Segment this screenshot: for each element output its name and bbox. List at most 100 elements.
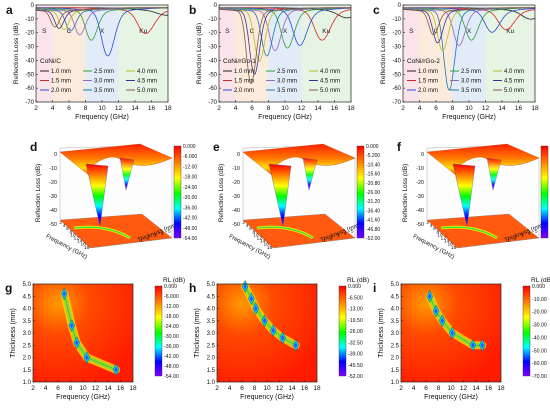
legend-label: 3.5 mm (461, 88, 481, 94)
y-tick-label: 4.5 (23, 294, 32, 300)
y-tick-label: -60 (392, 86, 401, 92)
heatmap-background (217, 284, 317, 382)
freq-tick-label: 6 (249, 226, 252, 232)
colorbar-tick-label: -31.20 (366, 199, 380, 205)
legend-label: 3.5 mm (94, 88, 114, 94)
freq-tick-label: 4 (430, 223, 433, 229)
legend-label: 1.5 mm (418, 79, 438, 85)
x-tick-label: 2 (401, 105, 405, 112)
sample-label: CoNi/C (40, 58, 61, 65)
colorbar-tick-label: -6.000 (183, 154, 197, 160)
freq-tick-label: 2 (59, 220, 62, 226)
colorbar-tick-label: -52.00 (348, 374, 363, 380)
rl-minimum-core (249, 295, 253, 302)
colorbar (522, 285, 531, 377)
legend-label: 4.5 mm (504, 79, 524, 85)
colorbar-tick-label: -12.00 (164, 304, 179, 310)
x-tick-label: 10 (281, 105, 289, 112)
colorbar-tick-label: -18.00 (164, 314, 179, 320)
series-line-5-0-mm (402, 7, 535, 36)
panel-letter: f (397, 140, 402, 154)
surface-spike (119, 157, 135, 191)
y-axis-label: Reflection Loss (dB) (196, 23, 203, 84)
y-axis-label: Thickness (mm) (378, 308, 385, 358)
rl-minimum-core (254, 305, 258, 312)
colorbar (173, 145, 182, 239)
y-tick-label: -30 (208, 45, 217, 51)
thick-tick-label: 5 (535, 228, 538, 234)
y-tick-label: -70 (208, 100, 217, 106)
x-axis-label: Frequency (GHz) (258, 114, 312, 121)
freq-tick-label: 2 (242, 220, 245, 226)
colorbar (540, 145, 549, 239)
y-tick-label: 4.5 (391, 294, 400, 300)
y-tick-label: -70 (25, 100, 34, 106)
rl-minimum-core (294, 342, 298, 349)
freq-tick-label: 14 (444, 239, 450, 245)
panel-g: 2 4 6 8 10 12 14 16 18 Frequency (GHz) 1.0 1.5 2.0 2.… (5, 277, 185, 401)
y-tick-label: 3.5 (207, 319, 216, 325)
legend-label: 3.5 mm (277, 88, 297, 94)
z-tick-label: -40 (49, 208, 57, 214)
panel-letter: a (6, 3, 13, 17)
legend-label: 1.5 mm (234, 79, 254, 85)
thick-tick-label: 1 (140, 238, 143, 244)
y-tick-label: -30 (392, 45, 401, 51)
y-tick-label: 5.0 (391, 282, 400, 288)
y-tick-label: -70 (392, 100, 401, 106)
y-tick-label: 2.5 (391, 343, 400, 349)
z-tick-label: -40 (232, 208, 240, 214)
x-tick-label: 14 (104, 385, 112, 392)
legend-label: 4.0 mm (504, 69, 524, 75)
thick-tick-label: 5 (168, 228, 171, 234)
y-tick-label: -40 (208, 58, 217, 64)
sample-label: CoNi/rGo-1 (223, 58, 256, 65)
colorbar-tick-label: -12.00 (183, 164, 197, 170)
x-tick-label: 2 (217, 105, 221, 112)
y-tick-label: 0 (398, 3, 402, 9)
rl-minimum-core (263, 317, 266, 324)
y-tick-label: -60 (25, 86, 34, 92)
y-axis-label: Thickness (mm) (10, 308, 17, 358)
y-tick-label: -40 (25, 58, 34, 64)
x-tick-label: 16 (331, 105, 339, 112)
x-tick-label: 6 (250, 105, 254, 112)
y-tick-label: 5.0 (23, 282, 32, 288)
y-tick-label: -20 (25, 31, 34, 37)
x-tick-label: 8 (69, 385, 73, 392)
colorbar-tick-label: 0.000 (164, 284, 177, 290)
x-tick-label: 8 (253, 385, 257, 392)
legend-label: 1.0 mm (51, 69, 71, 75)
panel-letter: g (5, 281, 12, 295)
y-tick-label: 4.0 (23, 307, 32, 313)
colorbar-tick-label: -50.00 (532, 348, 547, 354)
x-tick-label: 6 (240, 385, 244, 392)
x-tick-label: 4 (412, 385, 416, 392)
y-tick-label: 4.5 (207, 294, 216, 300)
band-label: C (250, 28, 255, 35)
legend-label: 2.0 mm (51, 88, 71, 94)
rl-minimum-core (114, 366, 118, 373)
rl-minimum-core (450, 330, 454, 336)
rl-minimum-core (471, 342, 475, 349)
y-tick-label: 3.5 (391, 319, 400, 325)
y-tick-label: -20 (392, 31, 401, 37)
y-tick-label: 1.0 (207, 380, 216, 386)
y-tick-label: -50 (25, 72, 34, 78)
x-tick-label: 2 (31, 385, 35, 392)
colorbar-tick-label: 0.000 (183, 144, 196, 150)
x-tick-label: 18 (313, 385, 321, 392)
freq-tick-label: 8 (437, 229, 440, 235)
y-tick-label: 1.5 (23, 368, 32, 374)
colorbar-tick-label: -70.00 (532, 374, 547, 380)
x-tick-label: 2 (34, 105, 38, 112)
x-tick-label: 16 (485, 385, 493, 392)
colorbar-tick-label: -13.00 (348, 307, 363, 313)
z-axis-label: Reflection Loss (dB) (402, 164, 409, 223)
x-tick-label: 18 (129, 385, 137, 392)
colorbar-tick-label: -40.00 (532, 335, 547, 341)
series-line-5-0-mm (219, 7, 351, 85)
y-tick-label: 4.0 (207, 307, 216, 313)
thick-tick-label: 4 (528, 231, 531, 237)
